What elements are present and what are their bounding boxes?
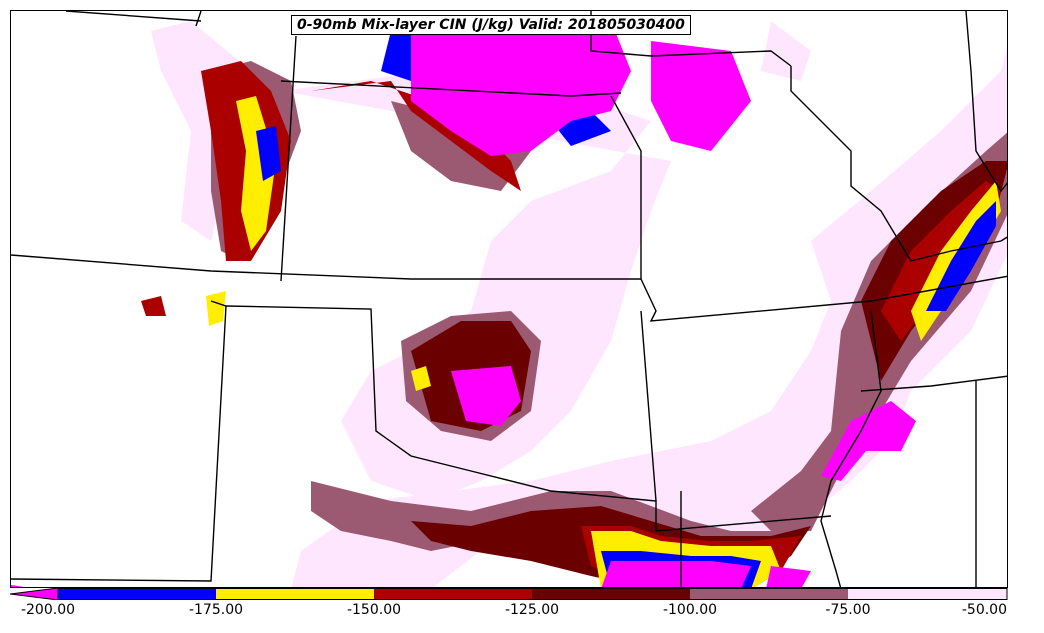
colorbar-tick-label: -125.00 <box>504 602 560 618</box>
colorbar-tick-label: -75.00 <box>825 602 871 618</box>
colorbar-bin-red <box>374 588 532 600</box>
colorbar-extend-arrow <box>10 588 59 600</box>
cin-field-magenta <box>11 21 916 587</box>
state-boundaries <box>11 11 1007 587</box>
colorbar-tick-label: -200.00 <box>20 602 76 618</box>
colorbar-bin-yellow <box>216 588 374 600</box>
colorbar-bin-maroon <box>532 588 690 600</box>
colorbar-bin-mauve <box>690 588 848 600</box>
cin-map <box>11 11 1007 587</box>
colorbar-tick-label: -150.00 <box>346 602 402 618</box>
colorbar-tick-label: -175.00 <box>188 602 244 618</box>
colorbar-bin-pale <box>848 588 1007 600</box>
colorbar-bin-blue <box>58 588 216 600</box>
map-title: 0-90mb Mix-layer CIN (J/kg) Valid: 20180… <box>291 15 691 35</box>
colorbar-tick-label: -100.00 <box>662 602 718 618</box>
map-panel <box>10 10 1008 588</box>
colorbar <box>10 588 1008 600</box>
colorbar-tick-label: -50.00 <box>961 602 1007 618</box>
colorbar-outline <box>57 588 1008 600</box>
